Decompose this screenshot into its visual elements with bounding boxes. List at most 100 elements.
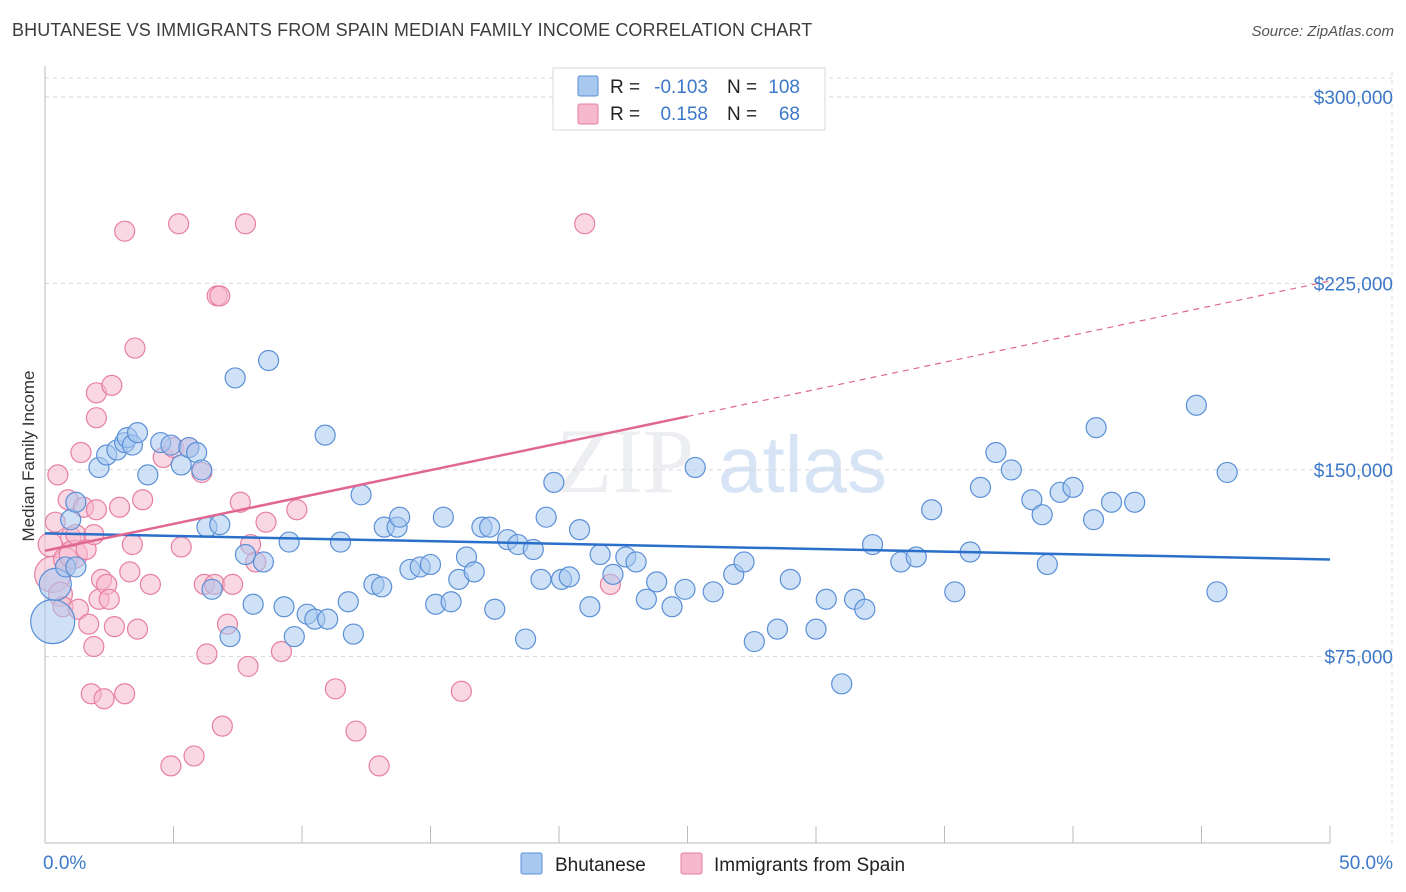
legend-n-label-blue: N = — [727, 77, 757, 98]
legend-swatch-pink — [577, 103, 599, 125]
axes — [44, 66, 1331, 844]
bhutanese-point-24 — [224, 367, 246, 389]
legend-r-value-blue: -0.103 — [654, 77, 708, 98]
bhutanese-point-91 — [921, 499, 943, 521]
legend-r-label-blue: R = — [610, 77, 640, 98]
bhutanese-point-85 — [831, 673, 853, 695]
bhutanese-point-76 — [684, 456, 706, 479]
bhutanese-point-107 — [1206, 581, 1228, 603]
spain-point-54 — [229, 491, 251, 513]
spain-point-51 — [211, 715, 233, 737]
spain-point-50 — [209, 285, 231, 307]
bhutanese-point-44 — [389, 506, 411, 528]
y-tick-label-2: $225,000 — [1314, 274, 1393, 295]
bhutanese-point-59 — [514, 628, 537, 650]
bhutanese-point-26 — [242, 593, 264, 615]
bhutanese-point-19 — [191, 459, 213, 481]
bhutanese-point-95 — [985, 441, 1007, 464]
bhutanese-point-104 — [1100, 491, 1123, 513]
bhutanese-point-66 — [568, 519, 591, 541]
bhutanese-point-53 — [463, 561, 485, 583]
watermark-atlas: atlas — [718, 420, 887, 509]
legend-bottom-swatch-blue — [520, 852, 543, 875]
bhutanese-point-49 — [432, 506, 454, 528]
bhutanese-point-0 — [30, 599, 76, 645]
legend-n-value-blue: 108 — [768, 77, 800, 98]
bhutanese-point-97 — [1021, 489, 1043, 511]
immigrants-from-spain-points — [34, 213, 622, 777]
legend-top: R = -0.103 N = 108 R = 0.158 N = 68 — [552, 67, 826, 131]
bhutanese-point-47 — [419, 553, 442, 576]
bhutanese-point-21 — [201, 578, 223, 600]
spain-point-37 — [139, 573, 161, 595]
y-tick-label-3: $300,000 — [1314, 88, 1393, 109]
trend-lines — [44, 280, 1331, 561]
y-axis-label: Median Family Income — [19, 370, 38, 541]
bhutanese-point-83 — [805, 618, 827, 640]
bhutanese-point-72 — [635, 588, 657, 610]
spain-point-66 — [574, 213, 596, 235]
spain-point-24 — [93, 688, 115, 710]
spain-point-33 — [121, 533, 143, 556]
bhutanese-point-27 — [252, 551, 275, 573]
legend-n-label-pink: N = — [727, 104, 757, 125]
bhutanese-point-81 — [766, 618, 789, 640]
bhutanese-point-38 — [342, 623, 364, 645]
chart-source: Source: ZipAtlas.com — [1251, 23, 1394, 40]
bhutanese-point-98 — [1031, 504, 1053, 526]
bhutanese-point-77 — [702, 581, 724, 603]
spain-point-34 — [124, 337, 146, 359]
bhutanese-point-13 — [137, 464, 159, 486]
bhutanese-point-12 — [126, 422, 149, 444]
bhutanese-point-96 — [1000, 459, 1022, 481]
bhutanese-point-69 — [602, 563, 624, 585]
bhutanese-point-68 — [589, 543, 611, 566]
bhutanese-point-50 — [440, 591, 462, 613]
spain-point-62 — [324, 678, 347, 700]
bhutanese-point-73 — [646, 571, 668, 593]
legend-bottom-label-pink: Immigrants from Spain — [714, 855, 905, 876]
bhutanese-point-67 — [579, 596, 601, 618]
bhutanese-point-75 — [674, 578, 696, 600]
bhutanese-point-79 — [733, 551, 755, 573]
spain-point-56 — [237, 655, 259, 678]
spain-point-15 — [78, 613, 100, 635]
bhutanese-point-15 — [160, 434, 182, 456]
legend-bottom: Bhutanese Immigrants from Spain — [520, 852, 905, 876]
bhutanese-point-55 — [479, 516, 501, 538]
bhutanese-point-23 — [219, 625, 241, 648]
legend-bottom-label-blue: Bhutanese — [555, 855, 646, 876]
spain-trend-extension — [687, 280, 1331, 418]
bhutanese-point-103 — [1085, 417, 1107, 439]
spain-trend-line — [44, 415, 688, 552]
bhutanese-point-34 — [317, 608, 339, 630]
bhutanese-point-74 — [661, 596, 683, 618]
chart-title: BHUTANESE VS IMMIGRANTS FROM SPAIN MEDIA… — [12, 20, 813, 40]
bhutanese-point-61 — [530, 568, 552, 590]
legend-bottom-swatch-pink — [680, 852, 703, 875]
spain-point-64 — [368, 755, 390, 777]
spain-point-53 — [222, 573, 244, 595]
spain-point-39 — [160, 755, 182, 777]
bhutanese-point-29 — [273, 596, 295, 618]
spain-point-55 — [234, 213, 257, 235]
bhutanese-points — [30, 349, 1238, 695]
spain-point-42 — [170, 536, 192, 558]
bhutanese-point-31 — [283, 625, 305, 648]
bhutanese-point-105 — [1124, 491, 1146, 513]
bhutanese-point-4 — [65, 491, 87, 513]
spain-point-65 — [450, 680, 472, 702]
bhutanese-trend-line — [44, 532, 1331, 561]
bhutanese-point-80 — [743, 630, 765, 653]
legend-swatch-blue — [577, 75, 599, 97]
spain-point-41 — [168, 213, 190, 235]
bhutanese-point-101 — [1062, 476, 1084, 498]
bhutanese-point-84 — [815, 588, 837, 610]
y-tick-label-0: $75,000 — [1324, 647, 1393, 668]
legend-r-label-pink: R = — [610, 104, 640, 125]
legend-r-value-pink: 0.158 — [660, 104, 708, 125]
spain-point-12 — [70, 441, 92, 464]
bhutanese-point-71 — [625, 551, 647, 573]
bhutanese-point-87 — [854, 598, 876, 620]
